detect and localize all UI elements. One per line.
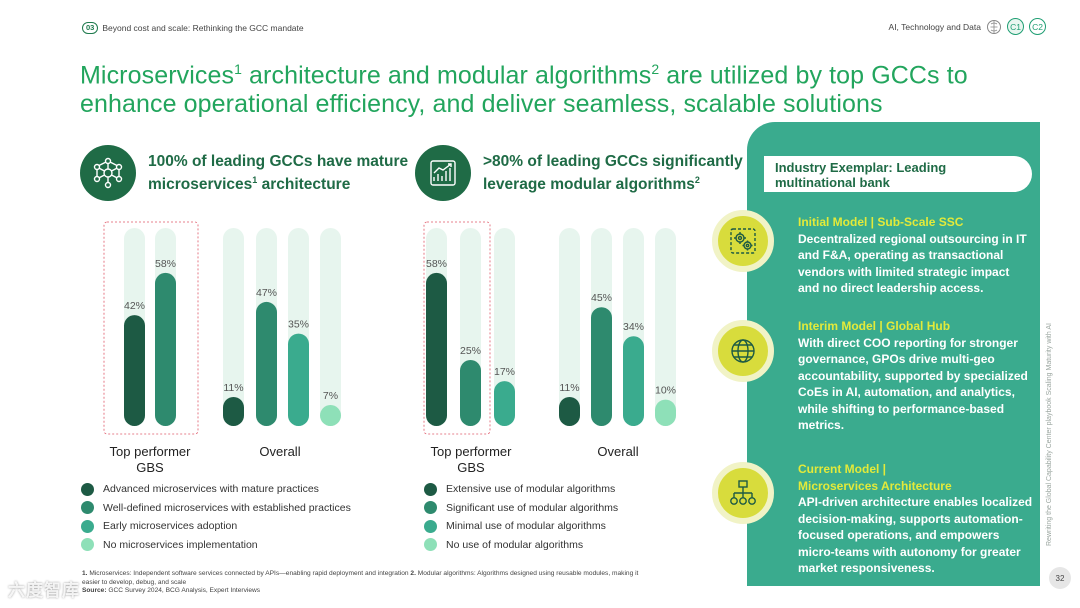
section-number: 03 — [82, 22, 99, 34]
initial-model-body: Decentralized regional outsourcing in IT… — [798, 231, 1027, 296]
right-stat-text: >80% of leading GCCs significantly lever… — [483, 152, 743, 194]
right-top-performer-label: Top performer GBS — [430, 444, 512, 475]
growth-chart-icon — [415, 145, 471, 201]
current-model-block: Current Model | Microservices Architectu… — [798, 461, 1033, 577]
top-bar: 03 Beyond cost and scale: Rethinking the… — [82, 18, 1046, 37]
top-performer-highlight-box — [103, 221, 199, 435]
interim-model-body: With direct COO reporting for stronger g… — [798, 335, 1028, 433]
section-title: Beyond cost and scale: Rethinking the GC… — [102, 23, 304, 33]
exemplar-title: Industry Exemplar: Leading multinational… — [764, 156, 1032, 192]
data-label: 7% — [323, 390, 338, 402]
bar-track — [494, 228, 515, 426]
legend-item: Early microservices adoption — [81, 517, 351, 536]
legend-label: Significant use of modular algorithms — [446, 501, 619, 514]
left-legend: Advanced microservices with mature pract… — [81, 480, 351, 554]
bar — [124, 315, 145, 426]
legend-item: No microservices implementation — [81, 536, 351, 555]
data-label: 47% — [256, 287, 277, 299]
bar-track — [320, 228, 341, 426]
legend-swatch — [81, 501, 94, 515]
legend-swatch — [424, 538, 437, 552]
data-label: 11% — [559, 382, 579, 394]
bar — [494, 381, 515, 426]
data-label: 10% — [655, 385, 676, 397]
gears-icon — [712, 210, 774, 272]
left-stat-callout: 100% of leading GCCs have mature microse… — [80, 145, 408, 201]
bar-track — [559, 228, 580, 426]
data-label: 42% — [124, 300, 145, 312]
bar — [288, 333, 309, 426]
current-model-title: Current Model | — [798, 462, 887, 476]
interim-model-title: Interim Model | Global Hub — [798, 319, 951, 333]
legend-item: No use of modular algorithms — [424, 536, 618, 555]
legend-label: Well-defined microservices with establis… — [103, 501, 351, 514]
bar — [223, 396, 244, 426]
bar — [591, 307, 612, 426]
footnotes: 1. Microservices: Independent software s… — [82, 570, 639, 594]
current-model-subtitle: Microservices Architecture — [798, 478, 952, 493]
page-title: Microservices1 architecture and modular … — [80, 61, 968, 119]
bar — [460, 360, 481, 426]
data-label: 58% — [426, 258, 447, 270]
legend-item: Advanced microservices with mature pract… — [81, 480, 351, 499]
bar-track — [655, 228, 676, 426]
legend-label: No use of modular algorithms — [446, 538, 584, 551]
legend-item: Significant use of modular algorithms — [424, 499, 618, 518]
exemplar-panel — [747, 122, 1040, 586]
chip-c2[interactable]: C2 — [1029, 18, 1046, 35]
top-performer-highlight-box — [423, 221, 491, 435]
data-label: 58% — [155, 258, 176, 270]
bar — [320, 405, 341, 426]
data-label: 11% — [223, 382, 243, 394]
legend-swatch — [424, 519, 437, 533]
initial-model-block: Initial Model | Sub-Scale SSC Decentrali… — [798, 214, 1033, 297]
legend-item: Extensive use of modular algorithms — [424, 480, 618, 499]
right-stat-callout: >80% of leading GCCs significantly lever… — [415, 145, 743, 201]
brain-icon — [987, 19, 1001, 34]
legend-label: Advanced microservices with mature pract… — [103, 483, 319, 496]
section-indicator: 03 Beyond cost and scale: Rethinking the… — [82, 22, 304, 34]
legend-swatch — [81, 538, 94, 552]
legend-label: Early microservices adoption — [103, 520, 238, 533]
data-label: 35% — [288, 319, 309, 331]
legend-item: Minimal use of modular algorithms — [424, 517, 618, 536]
page-number: 32 — [1049, 567, 1071, 589]
bar — [155, 272, 176, 426]
interim-model-block: Interim Model | Global Hub With direct C… — [798, 318, 1033, 434]
legend-item: Well-defined microservices with establis… — [81, 499, 351, 518]
topic-indicator: AI, Technology and Data C1 C2 — [889, 18, 1046, 35]
left-overall-label: Overall — [259, 444, 301, 459]
bar — [623, 336, 644, 426]
data-label: 17% — [494, 366, 515, 378]
bar — [426, 272, 447, 426]
left-top-performer-label: Top performer GBS — [109, 444, 191, 475]
right-legend: Extensive use of modular algorithms Sign… — [424, 480, 618, 554]
side-caption: Rewriting the Global Capability Center p… — [1046, 323, 1053, 546]
watermark: 六度智库 — [8, 581, 80, 600]
bar — [256, 301, 277, 426]
legend-swatch — [424, 501, 437, 515]
bar-track — [223, 228, 244, 426]
legend-swatch — [81, 519, 94, 533]
chip-c1[interactable]: C1 — [1007, 18, 1024, 35]
bar — [655, 399, 676, 426]
data-label: 45% — [591, 292, 612, 304]
legend-label: Extensive use of modular algorithms — [446, 483, 616, 496]
current-model-body: API-driven architecture enables localize… — [798, 495, 1033, 575]
topic-label: AI, Technology and Data — [888, 21, 981, 32]
left-stat-text: 100% of leading GCCs have mature microse… — [148, 152, 409, 194]
globe-icon — [712, 320, 774, 382]
legend-swatch — [81, 482, 94, 496]
legend-label: No microservices implementation — [103, 538, 258, 551]
right-overall-label: Overall — [597, 444, 639, 459]
hierarchy-icon — [712, 462, 774, 524]
data-label: 25% — [460, 345, 481, 357]
bar — [559, 396, 580, 426]
legend-swatch — [424, 482, 437, 496]
data-label: 34% — [623, 321, 644, 333]
initial-model-title: Initial Model | Sub-Scale SSC — [798, 215, 964, 229]
network-nodes-icon — [80, 145, 136, 201]
legend-label: Minimal use of modular algorithms — [446, 520, 606, 533]
